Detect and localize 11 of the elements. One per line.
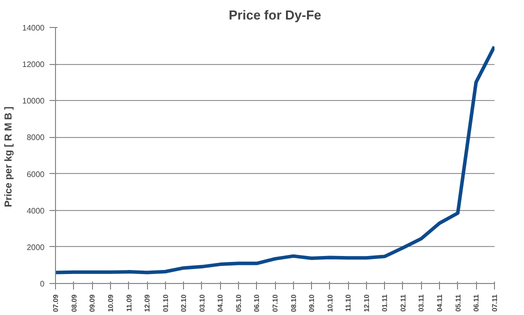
y-tick-label: 8000 <box>26 133 46 142</box>
y-tick-label: 12000 <box>22 60 46 70</box>
line-series <box>56 44 494 274</box>
y-tick-label: 0 <box>40 280 46 288</box>
chart-title: Price for Dy-Fe <box>228 8 322 22</box>
y-axis-title: Price per kg [ R M B ] <box>3 106 14 208</box>
y-tick-label: 4000 <box>26 206 46 216</box>
y-tick-label: 10000 <box>22 96 46 106</box>
y-tick-label: 6000 <box>26 170 46 179</box>
y-tick-label: 2000 <box>26 242 46 252</box>
y-tick-label: 14000 <box>22 24 46 32</box>
